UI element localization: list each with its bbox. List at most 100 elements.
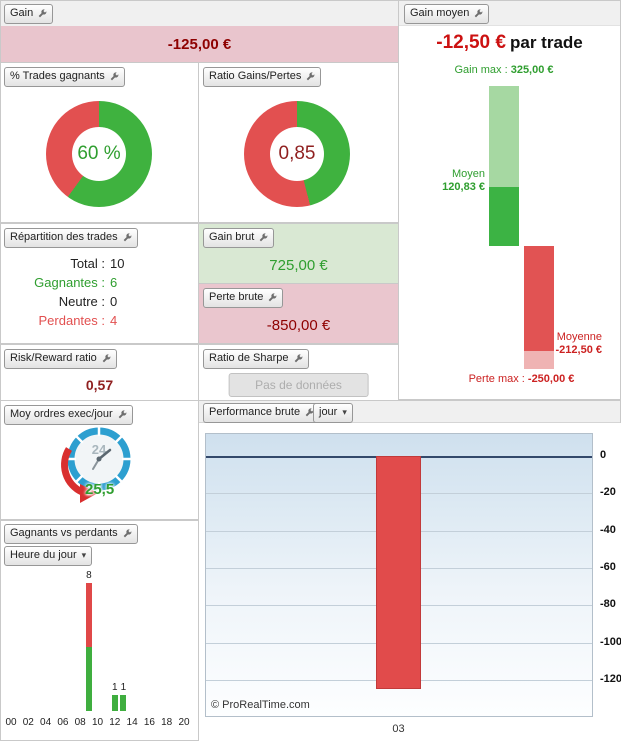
risk-reward-panel: Risk/Reward ratio 0,57 bbox=[0, 344, 199, 401]
above-average-gain-bar bbox=[489, 86, 519, 187]
x-tick-label: 08 bbox=[74, 717, 86, 728]
gain-moyen-panel: Gain moyen -12,50 € par trade Gain max : … bbox=[398, 0, 621, 400]
x-tick-label: 16 bbox=[143, 717, 155, 728]
gross-performance-bar-chart: © ProRealTime.com 0 -20 -40 -60 -80 -100 -120 0… bbox=[199, 423, 621, 741]
gains-pertes-donut-chart: 0,85 bbox=[244, 101, 350, 207]
winners-bar bbox=[85, 647, 92, 711]
table-row: Perdantes : 4 bbox=[1, 311, 198, 330]
y-tick-label: -120 bbox=[600, 673, 621, 685]
wrench-icon bbox=[293, 354, 303, 364]
button-label: % Trades gagnants bbox=[10, 70, 105, 82]
y-tick-label: -100 bbox=[600, 635, 621, 648]
x-tick-label: 06 bbox=[57, 717, 69, 728]
winning-trades-panel: % Trades gagnants 60 % bbox=[0, 62, 199, 223]
gain-value: -125,00 € bbox=[1, 26, 398, 63]
gain-moyen-headline: -12,50 € par trade bbox=[399, 32, 620, 54]
risk-reward-value: 0,57 bbox=[85, 377, 114, 393]
bar-value-label: 1 bbox=[112, 682, 118, 693]
wrench-icon bbox=[473, 9, 483, 19]
repartition-table: Total : 10 Gagnantes : 6 Neutre : 0 Perd… bbox=[1, 254, 198, 330]
gain-settings-button[interactable]: Gain bbox=[4, 4, 54, 24]
x-tick-label: 12 bbox=[109, 717, 121, 728]
gain-max-label: Gain max : 325,00 € bbox=[439, 64, 569, 77]
x-tick-label: 18 bbox=[161, 717, 173, 728]
label-text: Moyenne bbox=[556, 331, 602, 343]
row-label: Gagnantes : bbox=[34, 275, 105, 290]
moy-ordres-settings-button[interactable]: Moy ordres exec/jour bbox=[4, 405, 133, 425]
max-loss-bar bbox=[524, 350, 554, 370]
gain-moyen-suffix: par trade bbox=[509, 33, 583, 52]
gain-amount: -125,00 € bbox=[167, 36, 232, 53]
x-tick-label: 20 bbox=[178, 717, 190, 728]
red-arrow bbox=[61, 447, 84, 496]
button-label: Gagnants vs perdants bbox=[10, 527, 118, 539]
x-tick-label: 02 bbox=[22, 717, 34, 728]
wrench-icon bbox=[117, 410, 127, 420]
gain-brut-value: 725,00 € bbox=[269, 256, 328, 274]
wrench-icon bbox=[37, 9, 47, 19]
gains-pertes-ratio-panel: Ratio Gains/Pertes 0,85 bbox=[198, 62, 399, 223]
label-text: Gain max : bbox=[454, 64, 508, 76]
sharpe-settings-button[interactable]: Ratio de Sharpe bbox=[203, 349, 309, 369]
perte-max-label: Perte max : -250,00 € bbox=[444, 373, 599, 386]
gain-brut-settings-button[interactable]: Gain brut bbox=[203, 228, 275, 248]
y-tick-label: -80 bbox=[600, 598, 616, 611]
bar-value-label: 1 bbox=[120, 682, 127, 693]
row-label: Perdantes : bbox=[38, 313, 106, 328]
button-label: Performance brute bbox=[209, 406, 301, 418]
ratio-gains-pertes-settings-button[interactable]: Ratio Gains/Pertes bbox=[203, 67, 322, 87]
wrench-icon bbox=[305, 72, 315, 82]
avg-orders-value: 25,5 bbox=[85, 481, 115, 498]
losers-bar bbox=[85, 583, 92, 647]
table-row: Total : 10 bbox=[1, 254, 198, 273]
gain-moyen-settings-button[interactable]: Gain moyen bbox=[404, 4, 490, 24]
y-tick-label: 0 bbox=[600, 449, 607, 461]
y-tick-label: -20 bbox=[600, 486, 616, 499]
moyenne-perte-label: Moyenne -212,50 € bbox=[540, 331, 602, 357]
sharpe-ratio-panel: Ratio de Sharpe Pas de données bbox=[198, 344, 399, 401]
wrench-icon bbox=[258, 233, 268, 243]
label-value: 120,83 € bbox=[442, 181, 485, 193]
wrench-icon bbox=[109, 72, 119, 82]
table-row: Neutre : 0 bbox=[1, 292, 198, 311]
row-value: 10 bbox=[110, 256, 125, 271]
x-tick-label: 00 bbox=[5, 717, 17, 728]
pct-trades-gagnants-settings-button[interactable]: % Trades gagnants bbox=[4, 67, 125, 87]
risk-reward-settings-button[interactable]: Risk/Reward ratio bbox=[4, 349, 117, 369]
x-tick-label: 04 bbox=[40, 717, 52, 728]
row-value: 4 bbox=[110, 313, 118, 328]
gagnants-vs-perdants-settings-button[interactable]: Gagnants vs perdants bbox=[4, 524, 138, 544]
performance-brute-settings-button[interactable]: Performance brute bbox=[203, 403, 321, 423]
perte-brute-panel: Perte brute -850,00 € bbox=[198, 283, 399, 344]
button-label: Risk/Reward ratio bbox=[10, 352, 97, 364]
y-tick-label: -60 bbox=[600, 561, 616, 573]
repartition-settings-button[interactable]: Répartition des trades bbox=[4, 228, 138, 248]
perte-brute-settings-button[interactable]: Perte brute bbox=[203, 288, 284, 308]
avg-orders-per-day-panel: Moy ordres exec/jour 24 25,5 bbox=[0, 400, 199, 520]
label-text: Moyen bbox=[451, 168, 485, 180]
wrench-icon bbox=[267, 293, 277, 303]
label-value: -212,50 € bbox=[555, 344, 602, 356]
y-tick-label: -40 bbox=[600, 523, 616, 536]
row-label: Total : bbox=[70, 256, 105, 271]
label-value: -250,00 € bbox=[527, 373, 575, 385]
row-value: 6 bbox=[110, 275, 118, 290]
gross-performance-panel: Performance brute jour ▾ © ProRealTime.c… bbox=[198, 400, 621, 741]
button-label: jour bbox=[319, 406, 338, 418]
bar-value-label: 8 bbox=[86, 570, 92, 581]
average-gain-bar bbox=[489, 186, 519, 246]
x-tick-label: 03 bbox=[392, 723, 405, 735]
donut-center-value: 60 % bbox=[72, 127, 126, 181]
period-select-jour[interactable]: jour ▾ bbox=[313, 403, 353, 423]
chevron-down-icon: ▾ bbox=[342, 407, 347, 418]
no-data-badge: Pas de données bbox=[228, 373, 369, 397]
button-label: Gain moyen bbox=[410, 7, 470, 19]
prorealtime-watermark: © ProRealTime.com bbox=[211, 699, 310, 711]
period-select-heure-du-jour[interactable]: Heure du jour ▾ bbox=[4, 546, 93, 566]
row-label: Neutre : bbox=[58, 294, 105, 309]
row-value: 0 bbox=[110, 294, 118, 309]
trades-repartition-panel: Répartition des trades Total : 10 Gagnan… bbox=[0, 223, 199, 344]
gauge-24-label: 24 bbox=[92, 442, 107, 457]
gain-brut-panel: Gain brut 725,00 € bbox=[198, 223, 399, 284]
wrench-icon bbox=[122, 233, 132, 243]
